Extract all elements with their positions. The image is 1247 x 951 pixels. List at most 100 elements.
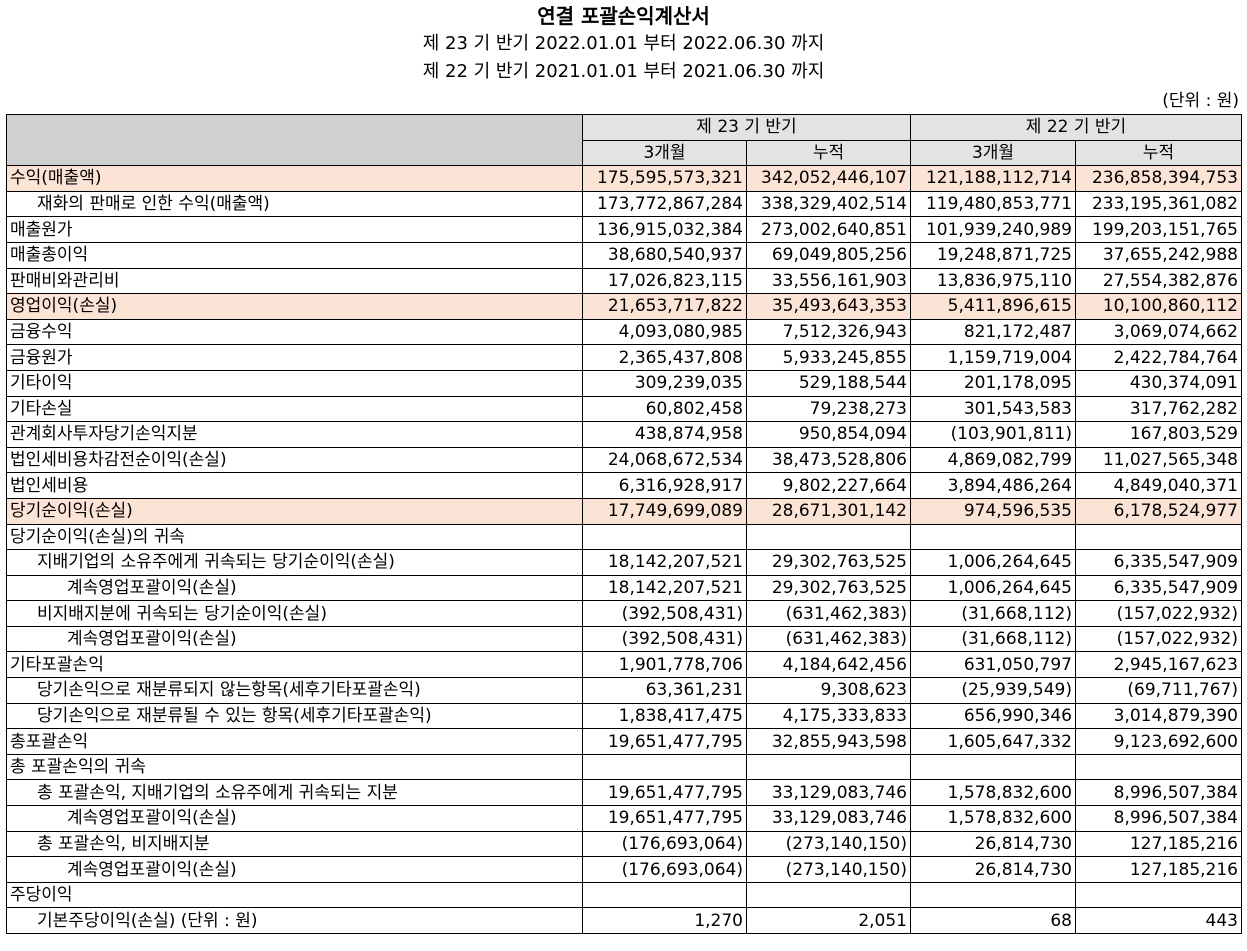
row-label: 기본주당이익(손실) (단위 : 원) [6, 907, 583, 934]
value-prior-cumulative: 167,803,529 [1075, 421, 1242, 448]
value-prior-three-months [910, 753, 1076, 781]
value-current-three-months: 1,270 [582, 907, 747, 934]
value-current-cumulative: 529,188,544 [746, 369, 911, 397]
row-label: 총 포괄손익의 귀속 [6, 753, 583, 781]
row-label: 영업이익(손실) [6, 293, 583, 320]
value-prior-three-months: 5,411,896,615 [910, 293, 1076, 320]
value-prior-cumulative: 430,374,091 [1075, 369, 1242, 397]
value-prior-cumulative: 443 [1075, 907, 1242, 934]
table-row: 비지배지분에 귀속되는 당기순이익(손실) (392,508,431) (631,4… [6, 600, 1242, 627]
table-row: 총 포괄손익의 귀속 [6, 753, 1242, 781]
row-label: 매출총이익 [6, 241, 583, 269]
table-row: 계속영업포괄이익(손실) 19,651,477,795 33,129,083,746… [6, 805, 1242, 832]
table-row: 법인세비용 6,316,928,917 9,802,227,664 3,894,486… [6, 472, 1242, 499]
table-row: 계속영업포괄이익(손실) 18,142,207,521 29,302,763,525… [6, 574, 1242, 602]
row-label: 금융수익 [6, 318, 583, 346]
value-current-cumulative: 342,052,446,107 [746, 165, 911, 192]
row-label: 매출원가 [6, 216, 583, 243]
value-current-three-months: 21,653,717,822 [582, 293, 747, 320]
value-current-three-months: 309,239,035 [582, 369, 747, 397]
value-current-three-months: (392,508,431) [582, 600, 747, 627]
row-label: 총 포괄손익, 지배기업의 소유주에게 귀속되는 지분 [6, 779, 583, 807]
value-current-three-months: 1,838,417,475 [582, 702, 747, 730]
value-current-three-months: 38,680,540,937 [582, 241, 747, 269]
value-prior-three-months: (31,668,112) [910, 600, 1076, 627]
table-row: 당기손익으로 재분류될 수 있는 항목(세후기타포괄손익) 1,838,417,4… [6, 702, 1242, 730]
value-prior-cumulative: 199,203,151,765 [1075, 216, 1242, 243]
value-current-three-months: 4,093,080,985 [582, 318, 747, 346]
value-current-cumulative: (273,140,150) [746, 830, 911, 858]
value-current-cumulative: 33,556,161,903 [746, 267, 911, 295]
row-label: 당기순이익(손실)의 귀속 [6, 523, 583, 551]
table-row: 관계회사투자당기손익지분 438,874,958 950,854,094 (103,9… [6, 421, 1242, 448]
row-label: 주당이익 [6, 881, 583, 909]
prior-period-range: 제 22 기 반기 2021.01.01 부터 2021.06.30 까지 [422, 61, 825, 82]
table-row: 기타이익 309,239,035 529,188,544 201,178,095 430… [6, 369, 1242, 397]
row-label: 총 포괄손익, 비지배지분 [6, 830, 583, 858]
value-current-cumulative: 69,049,805,256 [746, 241, 911, 269]
value-prior-cumulative: 8,996,507,384 [1075, 805, 1242, 832]
table-row: 총포괄손익 19,651,477,795 32,855,943,598 1,605,6… [6, 728, 1242, 755]
value-current-three-months: 2,365,437,808 [582, 344, 747, 371]
value-current-cumulative: 32,855,943,598 [746, 728, 911, 755]
value-current-three-months: (176,693,064) [582, 830, 747, 858]
row-label: 수익(매출액) [6, 165, 583, 192]
value-current-three-months: 19,651,477,795 [582, 805, 747, 832]
table-row: 총 포괄손익, 지배기업의 소유주에게 귀속되는 지분 19,651,477,79… [6, 779, 1242, 807]
value-current-three-months: 1,901,778,706 [582, 651, 747, 679]
value-prior-cumulative: 10,100,860,112 [1075, 293, 1242, 320]
value-prior-three-months: 26,814,730 [910, 856, 1076, 883]
value-current-cumulative [746, 753, 911, 781]
value-prior-cumulative [1075, 523, 1242, 551]
value-current-cumulative: 273,002,640,851 [746, 216, 911, 243]
value-current-three-months [582, 753, 747, 781]
row-label: 판매비와관리비 [6, 267, 583, 295]
table-row: 계속영업포괄이익(손실) (176,693,064) (273,140,150) 26… [6, 856, 1242, 883]
value-prior-cumulative: 11,027,565,348 [1075, 446, 1242, 474]
row-label: 기타이익 [6, 369, 583, 397]
table-row: 금융수익 4,093,080,985 7,512,326,943 821,172,48… [6, 318, 1242, 346]
value-current-three-months: 173,772,867,284 [582, 190, 747, 218]
table-row: 영업이익(손실) 21,653,717,822 35,493,643,353 5,41… [6, 293, 1242, 320]
value-prior-three-months: 656,990,346 [910, 702, 1076, 730]
row-label: 법인세비용 [6, 472, 583, 499]
header-corner-cell [6, 113, 583, 167]
table-row: 재화의 판매로 인한 수익(매출액) 173,772,867,284 338,329… [6, 190, 1242, 218]
value-prior-cumulative: 2,945,167,623 [1075, 651, 1242, 679]
value-current-cumulative: 5,933,245,855 [746, 344, 911, 371]
row-label: 기타포괄손익 [6, 651, 583, 679]
value-prior-three-months [910, 523, 1076, 551]
value-current-cumulative: 950,854,094 [746, 421, 911, 448]
header-current-three-months: 3개월 [582, 139, 747, 167]
value-prior-cumulative: 37,655,242,988 [1075, 241, 1242, 269]
value-prior-three-months: 121,188,112,714 [910, 165, 1076, 192]
table-row: 매출원가 136,915,032,384 273,002,640,851 101,93… [6, 216, 1242, 243]
value-prior-cumulative: (157,022,932) [1075, 625, 1242, 653]
value-current-cumulative: 4,184,642,456 [746, 651, 911, 679]
value-prior-three-months: (31,668,112) [910, 625, 1076, 653]
value-prior-three-months: 1,006,264,645 [910, 574, 1076, 602]
value-prior-three-months: 1,578,832,600 [910, 779, 1076, 807]
value-prior-cumulative: 236,858,394,753 [1075, 165, 1242, 192]
row-label: 당기순이익(손실) [6, 497, 583, 525]
header-row-subcolumns: 3개월 누적 3개월 누적 [7, 139, 1242, 167]
table-row: 당기순이익(손실) 17,749,699,089 28,671,301,142 974… [6, 497, 1242, 525]
value-current-cumulative: 35,493,643,353 [746, 293, 911, 320]
value-prior-cumulative: 6,335,547,909 [1075, 574, 1242, 602]
value-prior-cumulative: (157,022,932) [1075, 600, 1242, 627]
value-prior-cumulative: 9,123,692,600 [1075, 728, 1242, 755]
value-current-cumulative: 33,129,083,746 [746, 805, 911, 832]
value-prior-three-months: 13,836,975,110 [910, 267, 1076, 295]
value-prior-cumulative: 127,185,216 [1075, 830, 1242, 858]
value-prior-three-months: 301,543,583 [910, 395, 1076, 423]
value-current-cumulative: 29,302,763,525 [746, 549, 911, 576]
row-label: 계속영업포괄이익(손실) [6, 805, 583, 832]
table-row: 주당이익 [6, 881, 1242, 909]
current-period-range: 제 23 기 반기 2022.01.01 부터 2022.06.30 까지 [422, 33, 825, 54]
value-prior-three-months [910, 881, 1076, 909]
value-current-cumulative: 38,473,528,806 [746, 446, 911, 474]
row-label: 계속영업포괄이익(손실) [6, 856, 583, 883]
table-row: 금융원가 2,365,437,808 5,933,245,855 1,159,719,… [6, 344, 1242, 371]
value-current-three-months: 18,142,207,521 [582, 574, 747, 602]
value-current-three-months: 24,068,672,534 [582, 446, 747, 474]
